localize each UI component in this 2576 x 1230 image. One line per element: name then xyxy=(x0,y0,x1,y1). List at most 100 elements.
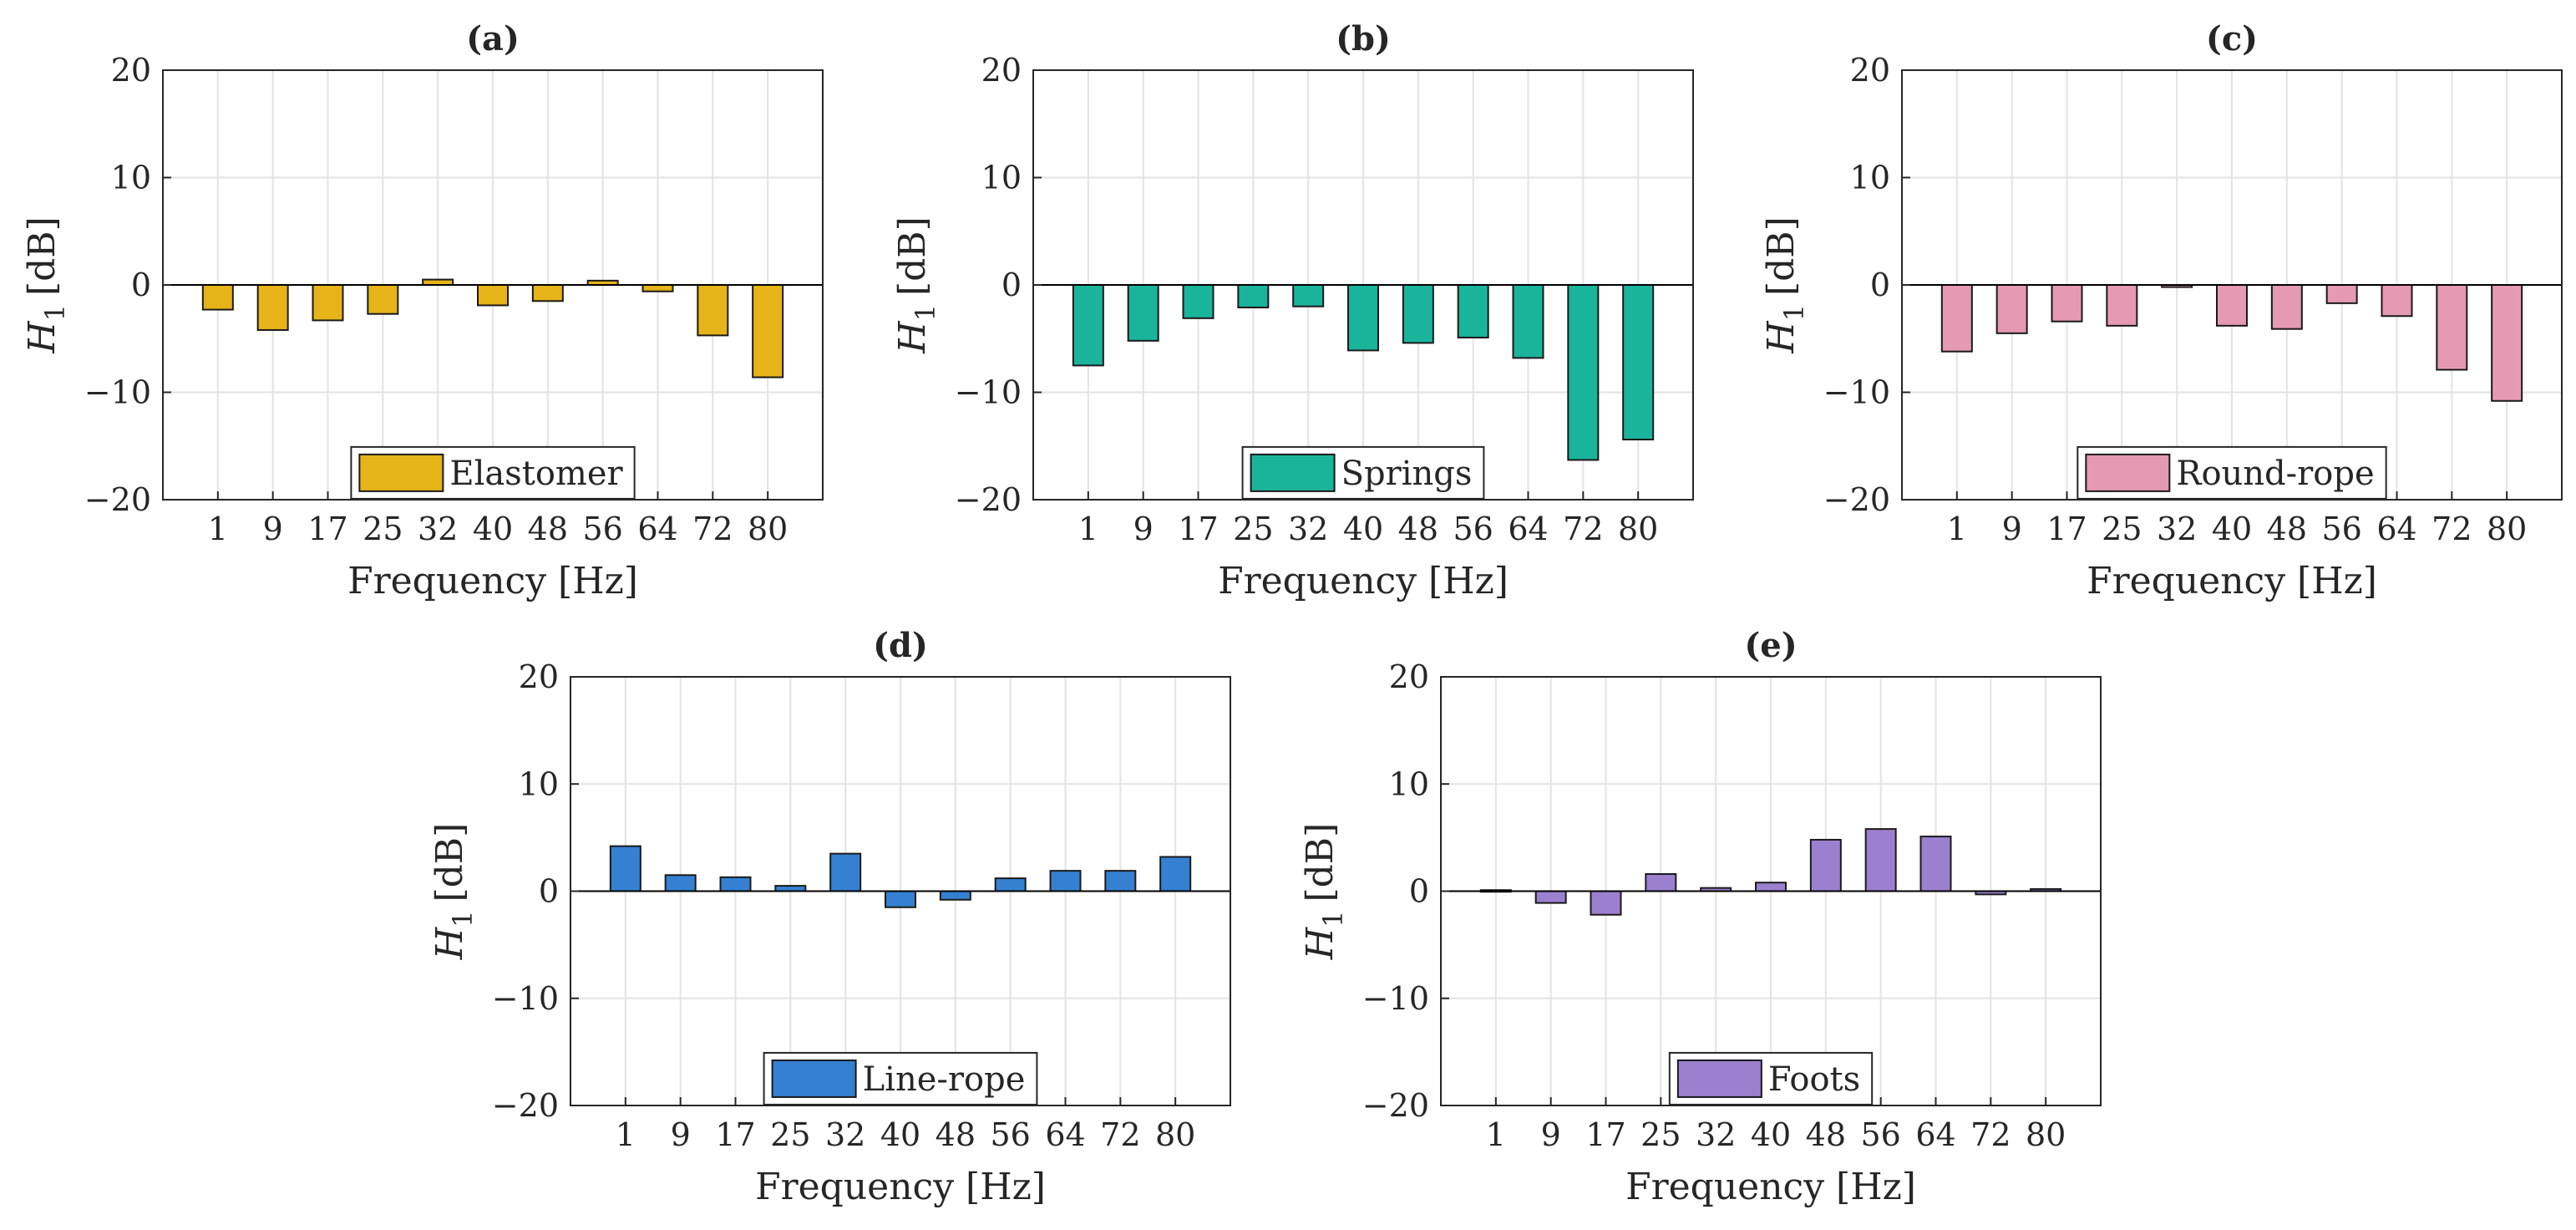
y-axis-label-unit: [dB] xyxy=(21,216,63,296)
bar-32hz xyxy=(1292,284,1325,308)
x-tick-label: 40 xyxy=(1343,511,1383,547)
x-tick-label: 80 xyxy=(2487,511,2527,547)
bar-40hz xyxy=(477,284,509,307)
x-tick-label: 17 xyxy=(1585,1116,1625,1153)
legend-swatch xyxy=(1676,1059,1762,1098)
bar-64hz xyxy=(1049,870,1082,892)
bar-9hz xyxy=(256,284,289,331)
y-axis-label: H1 [dB] xyxy=(21,216,71,354)
bar-80hz xyxy=(1159,856,1192,892)
x-tick-label: 64 xyxy=(637,511,677,547)
x-tick-label: 72 xyxy=(1563,511,1603,547)
x-tick-label: 80 xyxy=(748,511,788,547)
y-tick-label: −10 xyxy=(955,374,1022,411)
bar-17hz xyxy=(1590,890,1622,916)
bar-56hz xyxy=(994,877,1027,892)
x-tick-label: 48 xyxy=(1398,511,1438,547)
x-tick-label: 25 xyxy=(1640,1116,1681,1153)
legend-swatch xyxy=(358,453,444,492)
y-axis-label: H1 [dB] xyxy=(891,216,941,354)
bar-72hz xyxy=(697,284,729,337)
legend-label: Round-rope xyxy=(2176,455,2374,493)
y-axis-label-symbol: H xyxy=(1299,926,1341,960)
y-tick-label: 0 xyxy=(131,267,151,303)
x-tick-label: 32 xyxy=(825,1116,865,1153)
x-tick-label: 1 xyxy=(208,511,228,547)
legend-label: Springs xyxy=(1341,455,1473,493)
y-tick-label: −20 xyxy=(84,481,151,518)
y-tick-label: 0 xyxy=(1870,267,1890,303)
legend-swatch xyxy=(2085,453,2171,492)
legend: Elastomer xyxy=(350,445,636,500)
y-axis-label-subscript: 1 xyxy=(447,911,479,928)
x-tick-label: 32 xyxy=(418,511,458,547)
bar-56hz xyxy=(1457,284,1489,338)
y-axis-label-unit: [dB] xyxy=(1299,823,1341,902)
bar-48hz xyxy=(1809,838,1842,892)
y-axis-label-unit: [dB] xyxy=(891,216,934,296)
y-tick-label: 20 xyxy=(111,52,151,89)
bar-64hz xyxy=(1919,836,1952,892)
y-tick-label: 0 xyxy=(539,873,559,910)
x-tick-label: 40 xyxy=(880,1116,920,1153)
x-tick-label: 32 xyxy=(1288,511,1328,547)
x-tick-label: 25 xyxy=(363,511,403,547)
x-tick-label: 9 xyxy=(263,511,283,547)
x-tick-label: 48 xyxy=(1806,1116,1846,1153)
y-tick-label: 10 xyxy=(1850,160,1890,196)
legend-swatch xyxy=(1250,453,1336,492)
x-tick-label: 9 xyxy=(1541,1116,1561,1153)
y-tick-label: 10 xyxy=(981,160,1022,196)
x-axis-label: Frequency [Hz] xyxy=(755,1166,1046,1208)
x-tick-label: 9 xyxy=(671,1116,691,1153)
legend-label: Line-rope xyxy=(863,1060,1026,1099)
panel-title: (e) xyxy=(1744,626,1797,665)
y-axis-label-symbol: H xyxy=(428,926,471,960)
bar-9hz xyxy=(1995,284,2028,334)
x-tick-label: 80 xyxy=(1155,1116,1195,1153)
x-tick-label: 64 xyxy=(1508,511,1548,547)
bar-48hz xyxy=(2270,284,2303,330)
bar-40hz xyxy=(2216,284,2248,327)
bar-48hz xyxy=(1402,284,1434,344)
y-axis-label: H1 [dB] xyxy=(1299,823,1349,961)
y-tick-label: 20 xyxy=(519,658,559,695)
bar-1hz xyxy=(609,845,641,892)
bar-56hz xyxy=(2325,284,2358,304)
legend: Line-rope xyxy=(763,1051,1038,1105)
y-tick-label: −10 xyxy=(1823,374,1890,411)
x-tick-label: 48 xyxy=(936,1116,976,1153)
x-axis-label: Frequency [Hz] xyxy=(1625,1166,1916,1208)
x-tick-label: 72 xyxy=(692,511,733,547)
x-tick-label: 48 xyxy=(528,511,568,547)
bar-64hz xyxy=(2381,284,2413,318)
x-tick-label: 40 xyxy=(2212,511,2252,547)
x-tick-label: 25 xyxy=(1233,511,1273,547)
x-tick-label: 80 xyxy=(2026,1116,2066,1153)
y-axis-label-subscript: 1 xyxy=(1317,911,1349,928)
y-tick-label: 10 xyxy=(1389,765,1429,802)
bar-25hz xyxy=(367,284,399,315)
x-axis-label: Frequency [Hz] xyxy=(347,560,638,602)
x-tick-label: 1 xyxy=(1078,511,1098,547)
y-tick-label: 0 xyxy=(1409,873,1429,910)
bar-1hz xyxy=(201,284,234,311)
y-axis-label-subscript: 1 xyxy=(39,304,71,321)
x-tick-label: 17 xyxy=(307,511,347,547)
x-tick-label: 72 xyxy=(1100,1116,1140,1153)
panel-title: (c) xyxy=(2206,19,2258,58)
panel-title: (b) xyxy=(1336,19,1391,58)
legend: Round-rope xyxy=(2077,445,2387,500)
bar-64hz xyxy=(1512,284,1544,359)
y-tick-label: 10 xyxy=(111,160,151,196)
legend-swatch xyxy=(771,1059,857,1098)
legend: Foots xyxy=(1668,1051,1874,1105)
bar-9hz xyxy=(1127,284,1159,342)
panel-title: (a) xyxy=(466,19,520,58)
bar-40hz xyxy=(1347,284,1379,352)
